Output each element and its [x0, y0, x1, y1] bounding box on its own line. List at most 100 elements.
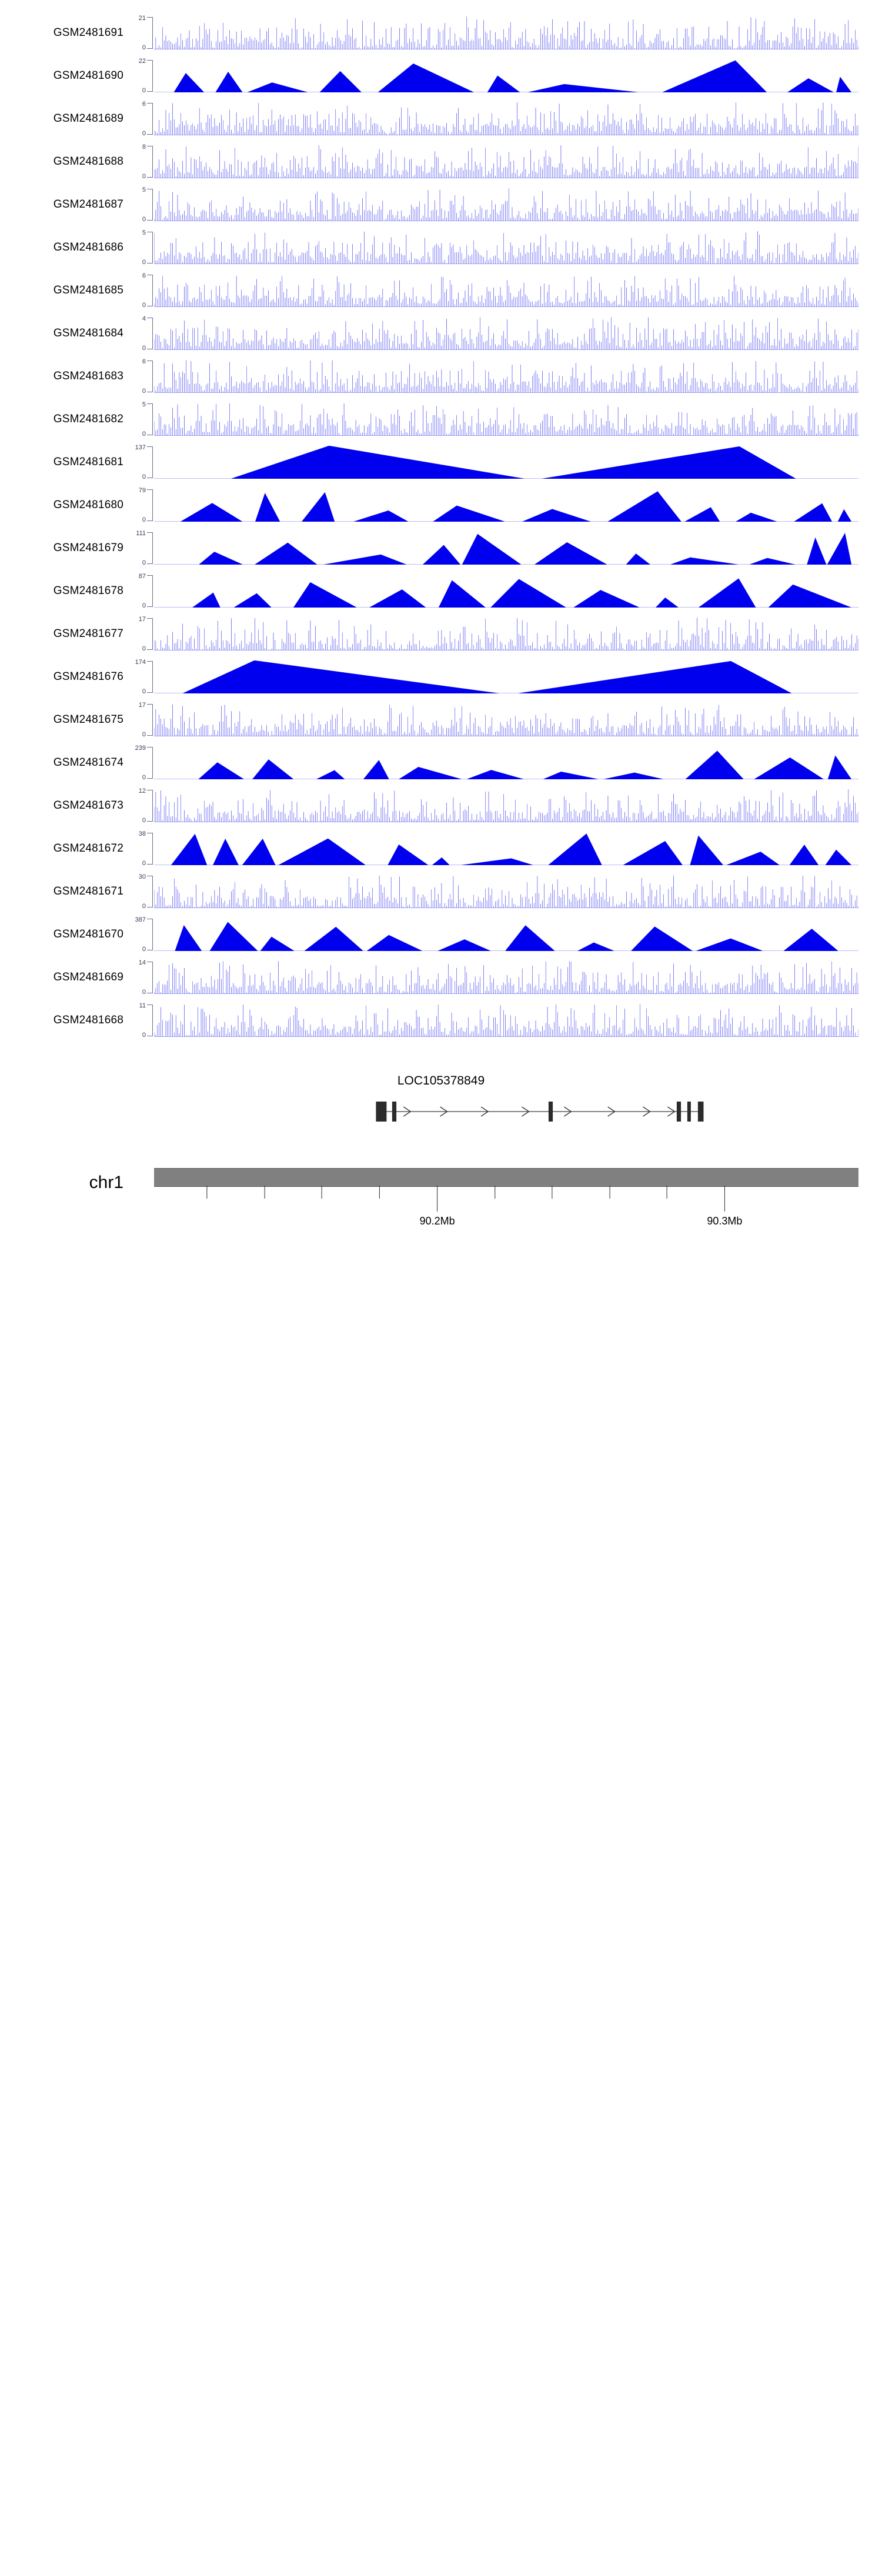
- ideogram-bar[interactable]: [154, 1168, 858, 1187]
- coverage-plot-area[interactable]: [154, 746, 858, 779]
- coverage-plot-area[interactable]: [154, 789, 858, 822]
- coverage-track[interactable]: GSM2481676 174 0: [0, 659, 882, 695]
- gene-name-label: LOC105378849: [397, 1074, 485, 1087]
- coverage-plot-area[interactable]: [154, 918, 858, 951]
- y-axis-tick-max: [147, 661, 152, 662]
- coverage-track[interactable]: GSM2481681 137 0: [0, 445, 882, 481]
- y-axis-min-value: 0: [142, 688, 146, 695]
- coverage-plot-area[interactable]: [154, 1004, 858, 1037]
- coverage-plot-area[interactable]: [154, 360, 858, 393]
- coverage-plot-area[interactable]: [154, 961, 858, 994]
- y-axis-tick-max: [147, 403, 152, 404]
- coverage-histogram: [154, 789, 858, 822]
- coverage-plot-area[interactable]: [154, 660, 858, 693]
- y-axis-min-value: 0: [142, 602, 146, 609]
- genomic-coordinate-axis: 90.2Mb 90.3Mb: [0, 1186, 882, 1262]
- y-axis-tick-max: [147, 446, 152, 447]
- y-axis-min-value: 0: [142, 645, 146, 652]
- coverage-plot-area[interactable]: [154, 618, 858, 650]
- track-y-axis: 22 0: [126, 58, 153, 94]
- coverage-histogram: [154, 360, 858, 393]
- coverage-track[interactable]: GSM2481675 17 0: [0, 702, 882, 738]
- gene-structure-svg: [376, 1102, 704, 1122]
- coverage-plot-area[interactable]: [154, 59, 858, 92]
- svg-text:90.3Mb: 90.3Mb: [707, 1215, 742, 1227]
- track-sample-label: GSM2481681: [53, 456, 123, 468]
- y-axis-tick-max: [147, 532, 152, 533]
- coverage-track[interactable]: GSM2481682 5 0: [0, 402, 882, 438]
- coverage-track[interactable]: GSM2481685 6 0: [0, 273, 882, 309]
- coordinate-axis-svg: 90.2Mb 90.3Mb: [206, 1186, 742, 1227]
- track-sample-label: GSM2481686: [53, 241, 123, 253]
- coverage-plot-area[interactable]: [154, 16, 858, 49]
- y-axis-tick-min: [147, 864, 152, 865]
- y-axis-max-value: 5: [142, 229, 146, 236]
- coverage-histogram: [154, 491, 858, 522]
- coverage-track[interactable]: GSM2481679 111 0: [0, 530, 882, 566]
- coverage-track[interactable]: GSM2481687 5 0: [0, 186, 882, 223]
- y-axis-min-value: 0: [142, 173, 146, 180]
- y-axis-spine: [152, 446, 153, 478]
- coverage-plot-area[interactable]: [154, 703, 858, 736]
- coverage-histogram: [154, 317, 858, 350]
- coverage-plot-area[interactable]: [154, 188, 858, 221]
- coverage-plot-area[interactable]: [154, 532, 858, 565]
- coverage-histogram: [154, 16, 858, 49]
- y-axis-spine: [152, 919, 153, 950]
- coverage-plot-area[interactable]: [154, 102, 858, 135]
- coverage-track[interactable]: GSM2481690 22 0: [0, 58, 882, 94]
- track-sample-label: GSM2481669: [53, 971, 123, 983]
- coverage-plot-area[interactable]: [154, 832, 858, 865]
- y-axis-min-value: 0: [142, 473, 146, 481]
- coverage-track[interactable]: GSM2481684 4 0: [0, 316, 882, 352]
- y-axis-spine: [152, 275, 153, 306]
- coverage-track[interactable]: GSM2481672 38 0: [0, 831, 882, 867]
- y-axis-min-value: 0: [142, 903, 146, 910]
- coverage-plot-area[interactable]: [154, 403, 858, 436]
- coverage-track[interactable]: GSM2481677 17 0: [0, 616, 882, 652]
- track-sample-label: GSM2481680: [53, 499, 123, 511]
- coverage-plot-area[interactable]: [154, 875, 858, 908]
- track-sample-label: GSM2481668: [53, 1014, 123, 1026]
- y-axis-max-value: 12: [138, 788, 146, 795]
- coverage-histogram: [154, 533, 858, 565]
- coverage-plot-area[interactable]: [154, 231, 858, 264]
- coverage-track[interactable]: GSM2481680 79 0: [0, 488, 882, 523]
- coverage-track[interactable]: GSM2481689 6 0: [0, 101, 882, 137]
- coverage-track[interactable]: GSM2481678 87 0: [0, 573, 882, 609]
- coverage-histogram: [154, 875, 858, 908]
- track-sample-label: GSM2481679: [53, 542, 123, 554]
- y-axis-tick-min: [147, 821, 152, 822]
- coverage-track[interactable]: GSM2481688 8 0: [0, 144, 882, 180]
- coverage-track[interactable]: GSM2481674 239 0: [0, 745, 882, 781]
- coverage-track[interactable]: GSM2481668 11 0: [0, 1003, 882, 1039]
- y-axis-spine: [152, 575, 153, 607]
- y-axis-spine: [152, 790, 153, 822]
- coverage-plot-area[interactable]: [154, 274, 858, 307]
- y-axis-tick-min: [147, 778, 152, 779]
- coverage-track[interactable]: GSM2481670 387 0: [0, 917, 882, 953]
- coverage-plot-area[interactable]: [154, 575, 858, 608]
- coverage-plot-area[interactable]: [154, 489, 858, 522]
- y-axis-max-value: 87: [138, 573, 146, 580]
- coverage-plot-area[interactable]: [154, 145, 858, 178]
- y-axis-max-value: 5: [142, 186, 146, 193]
- coverage-track[interactable]: GSM2481669 14 0: [0, 960, 882, 996]
- y-axis-min-value: 0: [142, 302, 146, 309]
- y-axis-tick-max: [147, 618, 152, 619]
- y-axis-min-value: 0: [142, 817, 146, 824]
- coverage-track[interactable]: GSM2481683 6 0: [0, 359, 882, 395]
- track-y-axis: 17 0: [126, 702, 153, 738]
- svg-text:90.2Mb: 90.2Mb: [420, 1215, 455, 1227]
- coverage-track[interactable]: GSM2481671 30 0: [0, 874, 882, 910]
- coverage-track[interactable]: GSM2481673 12 0: [0, 788, 882, 824]
- y-axis-min-value: 0: [142, 44, 146, 51]
- coverage-track[interactable]: GSM2481686 5 0: [0, 229, 882, 266]
- gene-model-diagram[interactable]: [0, 1094, 882, 1129]
- coverage-plot-area[interactable]: [154, 446, 858, 479]
- coverage-track[interactable]: GSM2481691 21 0: [0, 15, 882, 51]
- y-axis-spine: [152, 232, 153, 263]
- y-axis-spine: [152, 189, 153, 221]
- coverage-plot-area[interactable]: [154, 317, 858, 350]
